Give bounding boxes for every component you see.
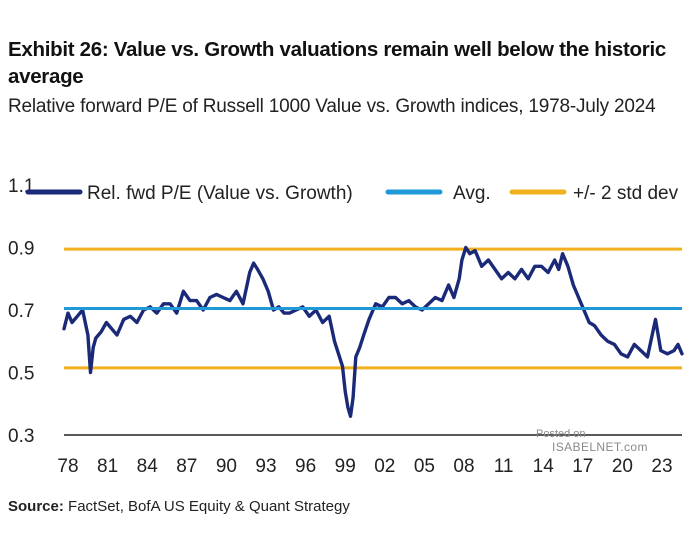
x-tick-label: 81 bbox=[97, 456, 118, 477]
series-line-rel-fwd-pe bbox=[62, 245, 684, 418]
x-tick-label: 02 bbox=[374, 456, 395, 477]
chart-subtitle: Relative forward P/E of Russell 1000 Val… bbox=[8, 96, 656, 117]
x-tick-label: 11 bbox=[494, 456, 514, 477]
legend-label: +/- 2 std dev bbox=[573, 183, 679, 204]
watermark-line1: Posted on bbox=[536, 428, 586, 440]
x-tick-label: 14 bbox=[533, 456, 555, 477]
x-tick-label: 08 bbox=[453, 456, 474, 477]
x-tick-label: 99 bbox=[335, 456, 356, 477]
y-tick-label: 0.9 bbox=[8, 239, 34, 260]
x-tick-label: 17 bbox=[572, 456, 593, 477]
y-tick-label: 0.7 bbox=[8, 301, 34, 322]
x-tick-label: 96 bbox=[295, 456, 316, 477]
legend-label: Avg. bbox=[453, 183, 491, 204]
x-tick-label: 93 bbox=[255, 456, 276, 477]
y-tick-label: 0.5 bbox=[8, 364, 34, 385]
source-text: FactSet, BofA US Equity & Quant Strategy bbox=[68, 498, 350, 515]
x-tick-label: 84 bbox=[137, 456, 159, 477]
source-label: Source: bbox=[8, 498, 64, 515]
x-tick-label: 05 bbox=[414, 456, 435, 477]
y-tick-label: 0.3 bbox=[8, 426, 34, 447]
x-tick-label: 78 bbox=[57, 456, 78, 477]
source-note: Source: FactSet, BofA US Equity & Quant … bbox=[8, 498, 350, 515]
watermark: Posted on ISABELNET.com bbox=[536, 428, 648, 454]
x-tick-label: 90 bbox=[216, 456, 237, 477]
line-chart: 0.30.50.70.91.1 78 81 84 87 90 93 96 99 02 05 08 11… bbox=[8, 176, 684, 477]
x-tick-label: 87 bbox=[176, 456, 197, 477]
legend-label: Rel. fwd P/E (Value vs. Growth) bbox=[87, 183, 353, 204]
x-tick-label: 20 bbox=[612, 456, 633, 477]
x-tick-label: 23 bbox=[651, 456, 672, 477]
watermark-line2: ISABELNET.com bbox=[552, 440, 648, 454]
chart-title: Exhibit 26: Value vs. Growth valuations … bbox=[8, 38, 666, 88]
